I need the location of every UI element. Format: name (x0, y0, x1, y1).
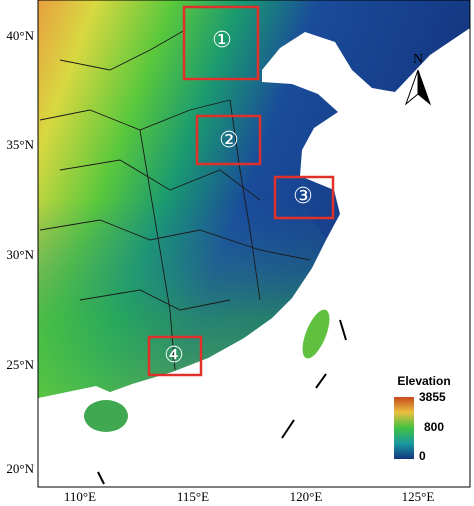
lon-label: 110°E (64, 489, 96, 504)
legend-min: 0 (419, 449, 426, 463)
legend-title: Elevation (397, 374, 450, 388)
region-box (182, 5, 260, 81)
region-label: ④ (164, 343, 184, 368)
region-box (147, 335, 203, 377)
lon-label: 125°E (402, 489, 435, 504)
map-frame (37, 0, 471, 488)
province-borders (39, 29, 311, 371)
lat-label: 20°N (6, 461, 34, 476)
arrow-right (417, 69, 432, 106)
study-regions: ① ② ③ ④ (147, 5, 335, 377)
lat-label: 35°N (6, 137, 34, 152)
north-arrow: N (404, 52, 432, 106)
region-box (273, 175, 335, 220)
region-label: ① (212, 28, 232, 53)
lon-label: 120°E (290, 489, 323, 504)
legend-max: 3855 (419, 390, 446, 404)
taiwan (302, 309, 330, 359)
lat-ticks: 40°N 35°N 30°N 25°N 20°N (6, 28, 34, 476)
lat-label: 40°N (6, 28, 34, 43)
islands (97, 319, 347, 485)
lon-ticks: 110°E 115°E 120°E 125°E (64, 489, 434, 504)
north-label: N (413, 52, 423, 67)
legend-mid: 800 (424, 420, 444, 434)
region-box (195, 114, 262, 166)
land-south-tint (38, 200, 326, 398)
legend: Elevation 3855 800 0 (394, 374, 451, 463)
region-label: ② (219, 128, 239, 153)
hainan (84, 400, 128, 432)
map-area (37, 0, 471, 488)
region-label: ③ (293, 184, 313, 209)
colorbar (394, 397, 414, 459)
lat-label: 25°N (6, 357, 34, 372)
lat-label: 30°N (6, 247, 34, 262)
lon-label: 115°E (177, 489, 209, 504)
